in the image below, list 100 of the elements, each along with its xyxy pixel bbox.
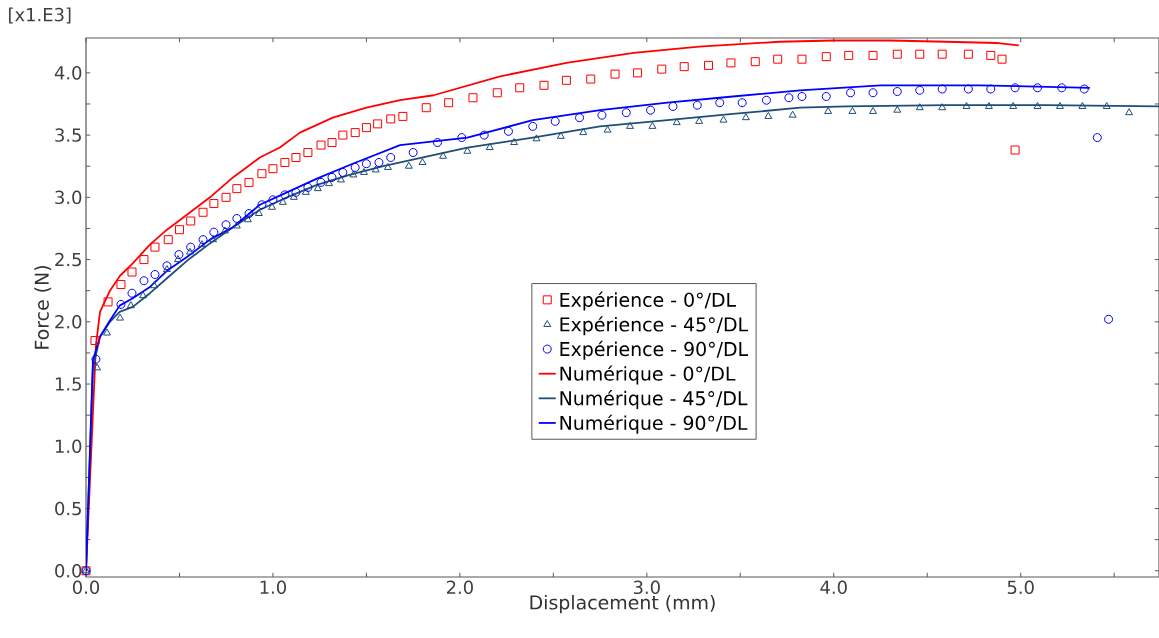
point	[492, 88, 502, 98]
y-tick-label: 1.0	[55, 439, 82, 454]
point	[915, 103, 924, 111]
y-tick-label: 2.5	[55, 252, 81, 267]
point	[337, 175, 345, 183]
point	[1010, 145, 1020, 155]
point	[797, 92, 807, 101]
point	[361, 123, 371, 133]
point	[280, 190, 290, 200]
point	[715, 98, 725, 108]
point	[532, 134, 541, 142]
y-tick-label: 2.0	[55, 315, 82, 329]
point	[1033, 83, 1043, 93]
point	[383, 162, 392, 170]
point	[515, 83, 525, 93]
point	[338, 130, 348, 140]
point	[313, 184, 322, 192]
point	[868, 50, 878, 60]
point	[892, 87, 902, 97]
point	[327, 172, 337, 182]
point	[479, 130, 489, 140]
point	[719, 115, 728, 123]
point	[962, 101, 971, 109]
point	[150, 242, 160, 252]
point	[91, 354, 101, 364]
point	[1057, 83, 1067, 93]
point	[185, 247, 194, 255]
point	[350, 162, 360, 172]
point	[737, 98, 747, 108]
x-tick-label: 5.0	[1007, 580, 1034, 595]
point	[915, 85, 925, 95]
point	[692, 100, 702, 110]
point	[764, 111, 773, 119]
x-tick-label: 2.0	[446, 580, 473, 595]
point	[648, 121, 657, 129]
point	[848, 106, 857, 114]
point	[209, 227, 219, 237]
point	[986, 84, 996, 94]
point	[503, 126, 513, 136]
y-tick-label: 0.0	[55, 563, 82, 578]
point	[350, 128, 360, 138]
point	[556, 131, 565, 139]
point	[784, 93, 794, 103]
point	[937, 84, 947, 94]
point	[174, 255, 182, 263]
point	[232, 184, 242, 194]
point	[374, 157, 384, 167]
point	[821, 92, 831, 101]
point	[257, 169, 267, 179]
point	[127, 288, 137, 298]
point	[162, 261, 172, 271]
point	[278, 197, 287, 205]
point	[268, 164, 278, 174]
point	[761, 95, 771, 105]
legend-label: Expérience - 45°/DL	[560, 316, 748, 336]
point	[457, 133, 467, 143]
point	[575, 113, 585, 123]
point	[1033, 101, 1042, 109]
y-tick-label: 4.0	[54, 66, 82, 80]
point	[361, 159, 371, 169]
point	[254, 209, 263, 217]
point	[198, 235, 208, 245]
point	[139, 291, 147, 299]
point	[485, 143, 494, 151]
point	[846, 88, 856, 98]
point	[289, 192, 298, 200]
point	[1092, 133, 1102, 143]
point	[150, 281, 159, 289]
point	[139, 276, 149, 286]
text: [x1.E3]	[9, 7, 71, 24]
point	[986, 50, 996, 60]
point	[116, 279, 126, 289]
point	[244, 209, 254, 219]
point	[418, 157, 427, 165]
point	[162, 265, 171, 273]
point	[221, 192, 231, 202]
point	[373, 119, 383, 129]
point	[150, 270, 160, 280]
point	[824, 106, 833, 114]
point	[232, 213, 242, 223]
point	[679, 62, 689, 72]
point	[186, 216, 196, 226]
point	[303, 182, 313, 192]
point	[139, 255, 149, 265]
point	[198, 207, 208, 217]
point	[186, 242, 196, 252]
point	[421, 103, 431, 113]
y-tick-label: 0.5	[55, 501, 81, 516]
point	[726, 58, 736, 68]
point	[220, 226, 229, 234]
legend-label: Expérience - 0°/DL	[560, 291, 736, 311]
point	[821, 52, 831, 62]
point	[773, 54, 783, 64]
point	[386, 153, 396, 162]
point	[657, 64, 667, 74]
point	[174, 225, 184, 235]
point	[325, 179, 333, 187]
point	[90, 335, 100, 345]
point	[116, 299, 126, 309]
point	[93, 363, 101, 371]
